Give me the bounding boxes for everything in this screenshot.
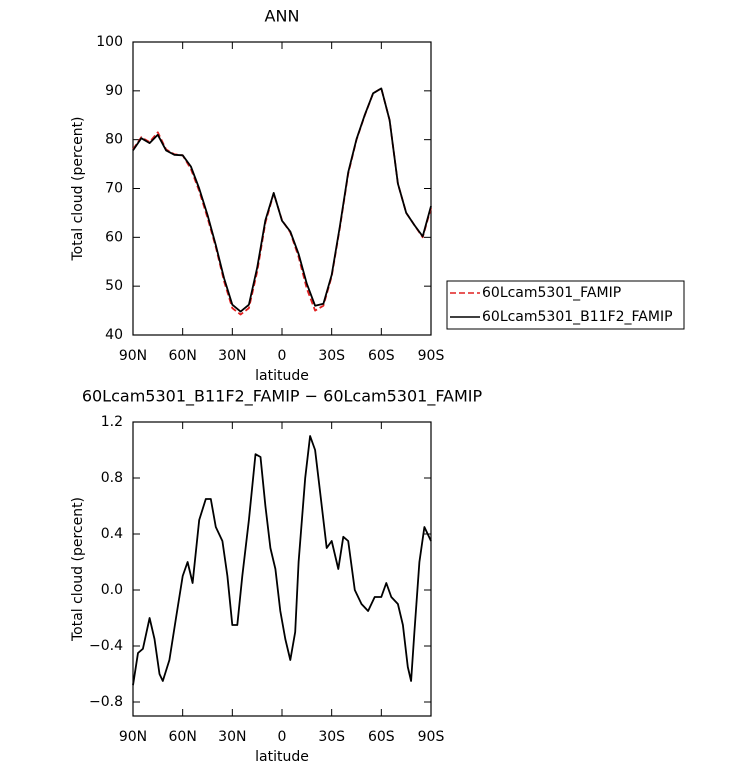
chart-title: ANN (265, 7, 300, 26)
x-tick-label: 90S (418, 348, 445, 364)
x-tick-label: 60N (169, 729, 197, 745)
y-tick-label: 50 (105, 278, 123, 294)
y-tick-label: 80 (105, 132, 123, 148)
y-tick-label: 0.8 (101, 470, 123, 486)
y-tick-label: 70 (105, 181, 123, 197)
x-tick-label: 60N (169, 348, 197, 364)
y-tick-label: 40 (105, 327, 123, 343)
chart-title: 60Lcam5301_B11F2_FAMIP − 60Lcam5301_FAMI… (82, 387, 483, 407)
data-line (132, 87, 432, 313)
y-tick-label: 0.0 (101, 582, 123, 598)
y-axis-label: Total cloud (percent) (70, 497, 86, 642)
x-axis-label: latitude (255, 368, 309, 384)
x-tick-label: 90N (119, 729, 147, 745)
legend-label: 60Lcam5301_FAMIP (482, 285, 621, 301)
plot-frame (132, 421, 432, 717)
data-line (132, 87, 432, 316)
legend-box (446, 280, 685, 330)
y-axis-label: Total cloud (percent) (70, 116, 86, 261)
x-tick-label: 30N (218, 348, 246, 364)
x-axis-label: latitude (255, 749, 309, 765)
x-tick-label: 0 (278, 729, 287, 745)
y-tick-label: 100 (96, 34, 123, 50)
y-tick-label: −0.8 (89, 694, 123, 710)
x-tick-label: 90N (119, 348, 147, 364)
data-line (132, 435, 432, 686)
legend-label: 60Lcam5301_B11F2_FAMIP (482, 309, 673, 325)
x-tick-label: 30S (318, 729, 345, 745)
y-tick-label: 60 (105, 229, 123, 245)
x-tick-label: 0 (278, 348, 287, 364)
y-tick-label: 1.2 (101, 414, 123, 430)
plot-frame (132, 41, 432, 336)
y-tick-label: 0.4 (101, 526, 123, 542)
x-tick-label: 90S (418, 729, 445, 745)
x-tick-label: 30N (218, 729, 246, 745)
y-tick-label: 90 (105, 83, 123, 99)
y-tick-label: −0.4 (89, 638, 123, 654)
x-tick-label: 60S (368, 348, 395, 364)
x-tick-label: 60S (368, 729, 395, 745)
x-tick-label: 30S (318, 348, 345, 364)
